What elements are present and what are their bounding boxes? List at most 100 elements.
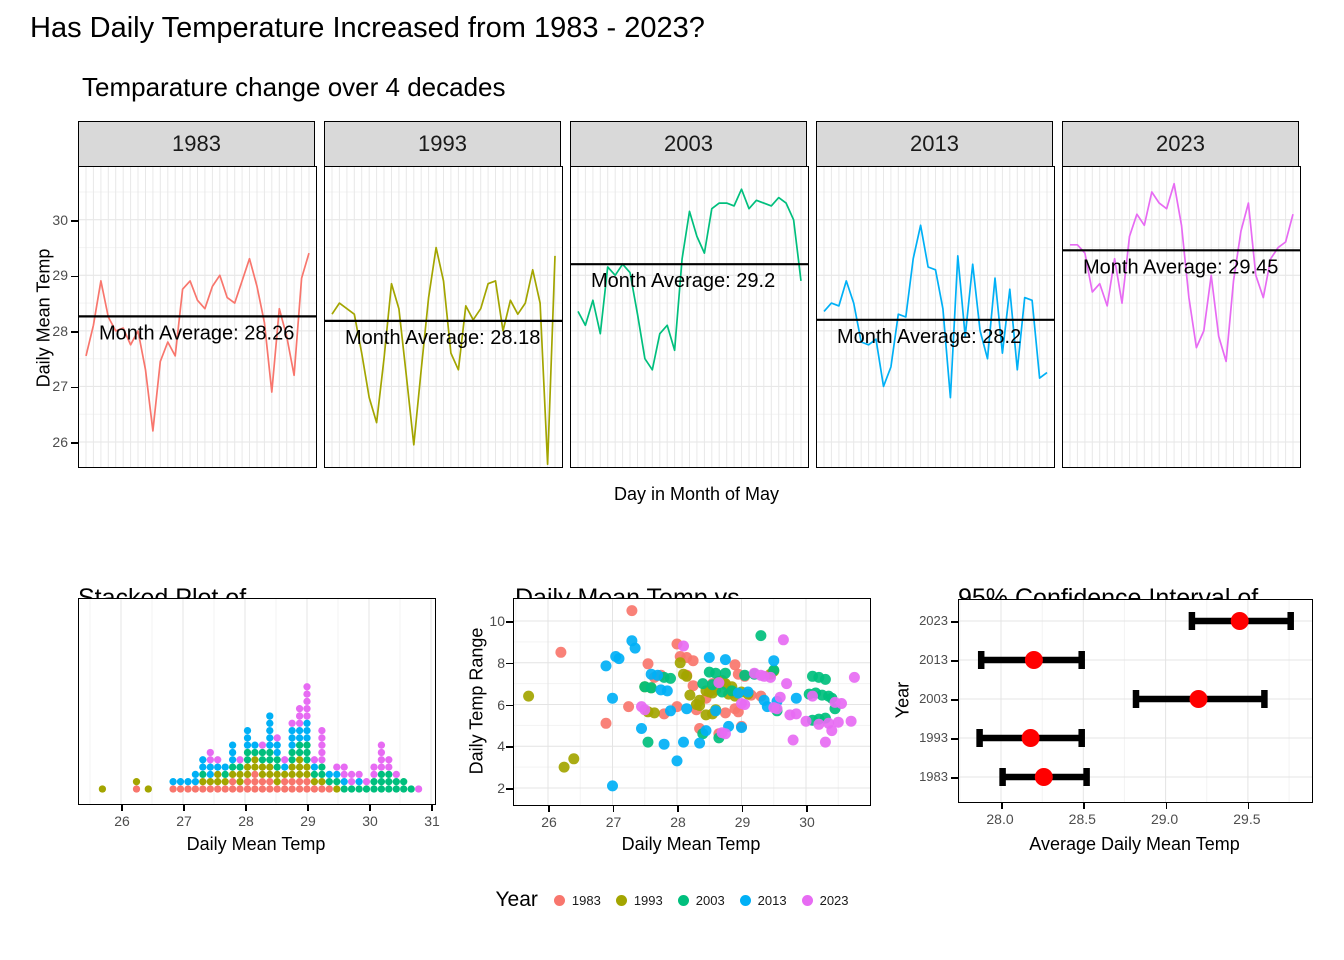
- ci-errorbar-2003: [1132, 690, 1268, 708]
- legend-item-1983: 1983: [553, 892, 601, 908]
- facet-1993: 1993 Month Average: 28.18: [324, 121, 563, 468]
- legend-label-2023: 2023: [819, 892, 849, 908]
- facet-y-tick-label: 29: [52, 267, 68, 284]
- avg-label-2003: Month Average: 29.2: [591, 270, 775, 292]
- ci-y-tick-label: 1993: [919, 730, 948, 745]
- ci-y-tick-label: 2003: [919, 691, 948, 706]
- page-title: Has Daily Temperature Increased from 198…: [30, 12, 705, 44]
- legend-label-1993: 1993: [633, 892, 663, 908]
- dotplot-x-tick-label: 27: [176, 813, 192, 829]
- legend-swatch-1983: [553, 894, 565, 906]
- ci-y-tick: [951, 621, 958, 623]
- ci-x-tick-label: 28.0: [986, 811, 1014, 827]
- legend-swatch-2013: [739, 894, 751, 906]
- ci-y-tick: [951, 738, 958, 740]
- dotplot-chart: 26 27 28 29 30 31: [78, 598, 440, 829]
- dotplot-dots: [98, 683, 423, 793]
- ci-y-tick: [951, 777, 958, 779]
- ci-x-tick: [1165, 803, 1168, 809]
- legend-item-2013: 2013: [739, 892, 787, 908]
- facet-2013: 2013 Month Average: 28.2: [816, 121, 1055, 468]
- scatter-x-tick: [677, 806, 679, 812]
- legend-title: Year: [495, 888, 538, 911]
- scatter-x-tick-label: 28: [670, 814, 686, 830]
- avg-label-1983: Month Average: 28.26: [99, 322, 294, 344]
- dotplot-x-tick: [431, 805, 433, 811]
- dotplot-svg: [78, 598, 436, 805]
- legend-label-2003: 2003: [695, 892, 725, 908]
- facet-2023: 2023 Month Average: 29.45: [1062, 121, 1301, 468]
- scatter-points-2013: [600, 635, 802, 792]
- facet-y-tick: [71, 442, 78, 444]
- legend-swatch-2003: [677, 894, 689, 906]
- legend-swatch-1993: [615, 894, 627, 906]
- avg-label-2023: Month Average: 29.45: [1083, 256, 1278, 278]
- scatter-y-tick: [506, 746, 513, 748]
- facet-strip-2003: 2003: [570, 121, 807, 166]
- facet-y-tick: [71, 220, 78, 222]
- dotplot-x-tick: [183, 805, 185, 811]
- facet-2003: 2003 Month Average: 29.2: [570, 121, 809, 468]
- scatter-x-tick: [548, 806, 550, 812]
- line-2023: [1070, 182, 1294, 363]
- facet-y-tick-label: 28: [52, 322, 68, 339]
- ci-x-tick: [1083, 803, 1085, 809]
- dotplot-x-tick-label: 29: [300, 813, 316, 829]
- legend: Year 1983 1993 2003 2013 2023: [0, 888, 1344, 912]
- avg-label-2013: Month Average: 28.2: [837, 326, 1021, 348]
- ci-x-axis-label: Average Daily Mean Temp: [1029, 834, 1240, 854]
- ci-y-tick-label: 1983: [919, 769, 948, 784]
- legend-item-2003: 2003: [677, 892, 725, 908]
- facet-y-tick: [71, 275, 78, 278]
- dotplot-x-tick-label: 28: [238, 813, 254, 829]
- facet-y-tick-label: 27: [52, 378, 68, 395]
- facet-y-tick: [71, 331, 78, 333]
- scatter-y-tick: [506, 662, 513, 665]
- legend-label-1983: 1983: [571, 892, 601, 908]
- scatter-x-tick: [806, 806, 808, 812]
- facet-chart-title: Temparature change over 4 decades: [82, 72, 506, 102]
- scatter-points-2023: [636, 634, 860, 748]
- ci-x-tick: [1247, 803, 1250, 809]
- line-1993: [331, 246, 556, 466]
- scatter-y-tick: [506, 788, 513, 790]
- scatter-x-tick: [741, 806, 743, 812]
- facet-y-tick-label: 30: [52, 211, 68, 228]
- ci-errorbar-1983: [999, 768, 1090, 786]
- facet-panel-1993: Month Average: 28.18: [324, 166, 563, 468]
- scatter-x-tick-label: 30: [799, 814, 815, 830]
- scatter-svg: [513, 598, 871, 806]
- legend-swatch-2023: [801, 894, 813, 906]
- line-2013: [823, 224, 1048, 399]
- ci-y-tick: [951, 660, 958, 662]
- legend-label-2013: 2013: [757, 892, 787, 908]
- scatter-y-tick-label: 6: [497, 696, 505, 713]
- scatter-x-tick-label: 26: [541, 814, 557, 830]
- scatter-y-tick-label: 8: [497, 654, 505, 671]
- scatter-y-tick-label: 10: [489, 613, 505, 629]
- dotplot-x-tick: [121, 805, 123, 811]
- scatter-y-tick-label: 4: [497, 738, 505, 755]
- scatter-y-tick-label: 2: [497, 780, 505, 796]
- facet-row: 1983 Month Average: 28.26 1993 Month Averag…: [78, 121, 1301, 468]
- facet-panel-2013: Month Average: 28.2: [816, 166, 1055, 468]
- scatter-y-tick: [506, 621, 513, 623]
- facet-1983: 1983 Month Average: 28.26: [78, 121, 317, 468]
- dotplot-x-tick-label: 26: [114, 813, 130, 829]
- legend-items: 1983 1993 2003 2013 2023: [553, 892, 849, 908]
- ci-y-tick-label: 2023: [919, 613, 948, 628]
- ci-y-tick: [951, 699, 958, 701]
- ci-x-tick-label: 28.5: [1068, 811, 1096, 827]
- facet-y-tick: [71, 386, 78, 389]
- scatter-x-tick: [612, 806, 614, 812]
- avg-label-1993: Month Average: 28.18: [345, 327, 540, 349]
- facet-strip-2013: 2013: [816, 121, 1053, 166]
- scatter-chart: 2 4 6 8 10 26 27 28 29 30: [489, 598, 871, 830]
- legend-item-2023: 2023: [801, 892, 849, 908]
- facet-strip-1983: 1983: [78, 121, 315, 166]
- line-2003: [577, 188, 802, 371]
- scatter-x-tick-label: 27: [605, 814, 622, 830]
- dotplot-x-tick: [307, 805, 309, 811]
- scatter-x-tick-label: 29: [734, 814, 751, 830]
